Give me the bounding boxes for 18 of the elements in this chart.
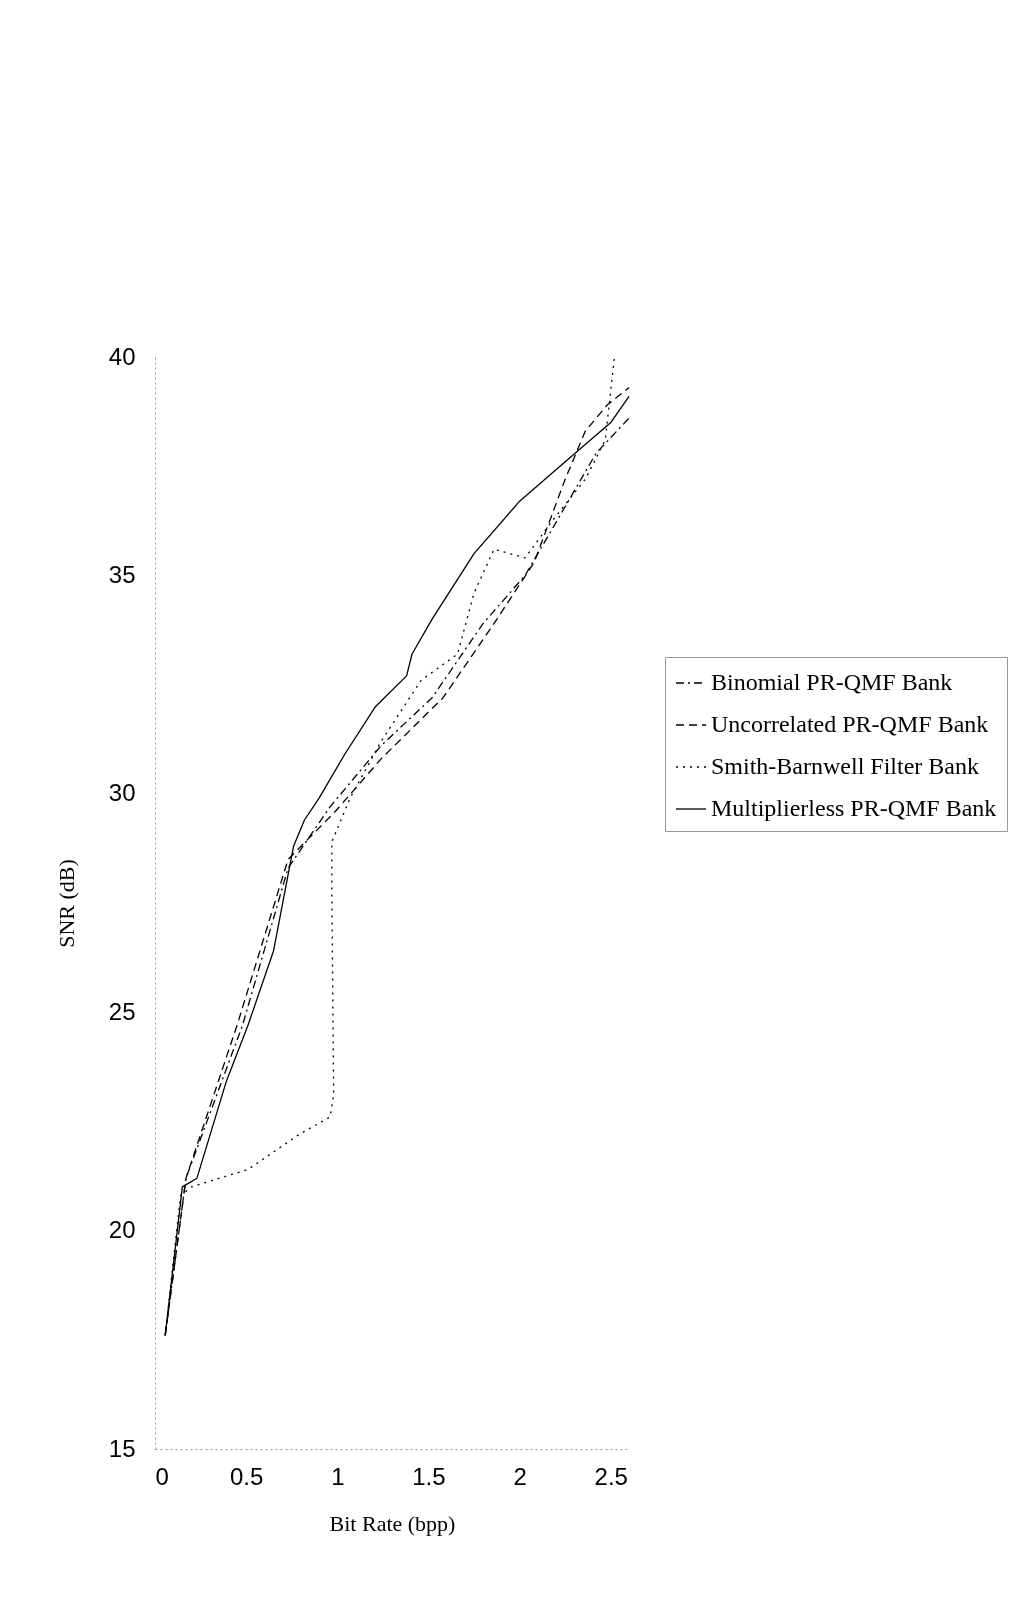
x-axis-title: Bit Rate (bpp): [329, 1510, 456, 1536]
x-tick-label: 2: [513, 1462, 527, 1490]
y-tick-label: 15: [108, 1434, 136, 1462]
legend-label: Multiplierless PR-QMF Bank: [711, 795, 997, 821]
y-tick-label: 20: [108, 1216, 136, 1244]
legend-label: Smith-Barnwell Filter Bank: [711, 753, 979, 779]
y-tick-label: 25: [108, 997, 136, 1025]
y-tick-label: 40: [108, 342, 136, 370]
x-tick-label: 0.5: [229, 1462, 264, 1490]
legend-label: Binomial PR-QMF Bank: [711, 669, 953, 695]
y-axis-title: SNR (dB): [53, 859, 79, 948]
x-tick-label: 1.5: [412, 1462, 446, 1490]
y-tick-label: 35: [108, 560, 136, 588]
legend-label: Uncorrelated PR-QMF Bank: [711, 711, 989, 737]
x-tick-label: 2.5: [594, 1462, 628, 1490]
x-tick-label: 0: [155, 1462, 169, 1490]
y-tick-label: 30: [108, 779, 136, 807]
x-tick-label: 1: [331, 1462, 345, 1490]
